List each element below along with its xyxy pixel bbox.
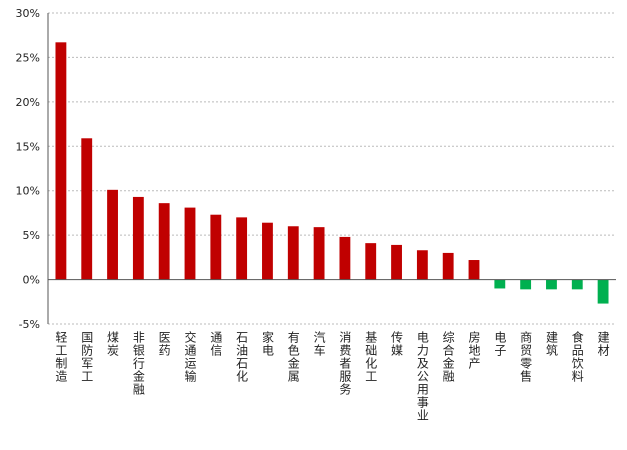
y-tick-label: 20%: [16, 96, 40, 109]
y-tick-label: 10%: [16, 185, 40, 198]
x-axis-labels: 轻工制造 国防军工 煤炭 非银行金融 医药 交通运输 通信 石油石化 家电 有色金属 汽车 消费者服务…: [54, 330, 610, 422]
bar-11: [313, 227, 325, 280]
x-tick-label: 基础化工: [364, 331, 378, 383]
bar-12: [339, 236, 351, 280]
bar-3: [107, 189, 118, 280]
bar-13: [365, 243, 377, 280]
grid: [48, 12, 616, 325]
bar-16: [442, 252, 454, 280]
bar-8: [236, 217, 248, 280]
x-tick-label: 建筑: [544, 331, 558, 357]
bar-5: [158, 203, 170, 280]
x-tick-label: 电子: [493, 331, 507, 357]
x-tick-label: 非银行金融: [131, 331, 145, 396]
bar-19: [520, 279, 532, 290]
bars: [48, 42, 616, 304]
bar-10: [287, 226, 299, 280]
x-tick-label: 消费者服务: [338, 331, 352, 396]
x-tick-label: 国防军工: [80, 331, 94, 383]
x-tick-label: 轻工制造: [54, 331, 68, 383]
y-tick-label: 5%: [23, 229, 40, 242]
bar-7: [210, 214, 222, 280]
bar-4: [132, 196, 144, 280]
x-tick-label: 有色金属: [286, 331, 300, 383]
bar-17: [468, 260, 480, 280]
y-axis: -5% 0% 5% 10% 15% 20% 25% 30%: [16, 7, 49, 331]
bar-6: [184, 207, 196, 280]
bar-15: [416, 250, 428, 280]
x-tick-label: 交通运输: [183, 330, 197, 383]
x-tick-label: 家电: [260, 330, 274, 357]
x-tick-label: 房地产: [467, 330, 481, 370]
x-tick-label: 食品饮料: [570, 330, 584, 383]
bar-22: [597, 279, 609, 304]
x-tick-label: 建材: [596, 331, 610, 357]
x-tick-label: 医药: [157, 331, 171, 357]
x-tick-label: 电力及公用事业: [415, 331, 429, 422]
x-tick-label: 商贸零售: [519, 330, 533, 383]
x-tick-label: 石油石化: [235, 331, 249, 383]
x-tick-label: 煤炭: [106, 331, 120, 357]
bar-14: [391, 244, 402, 280]
bar-2: [81, 138, 93, 280]
y-tick-label: -5%: [19, 318, 40, 331]
y-tick-label: 15%: [16, 140, 40, 153]
bar-20: [546, 279, 557, 290]
bar-18: [494, 279, 506, 289]
bar-1: [55, 42, 67, 280]
x-tick-label: 综合金融: [441, 331, 455, 383]
x-tick-label: 通信: [209, 331, 223, 357]
y-tick-label: 0%: [23, 274, 40, 287]
x-tick-label: 传媒: [390, 330, 404, 357]
y-tick-label: 25%: [16, 51, 40, 64]
x-tick-label: 汽车: [312, 330, 326, 357]
bar-21: [571, 279, 583, 290]
bar-9: [262, 222, 273, 280]
y-tick-label: 30%: [16, 7, 40, 20]
